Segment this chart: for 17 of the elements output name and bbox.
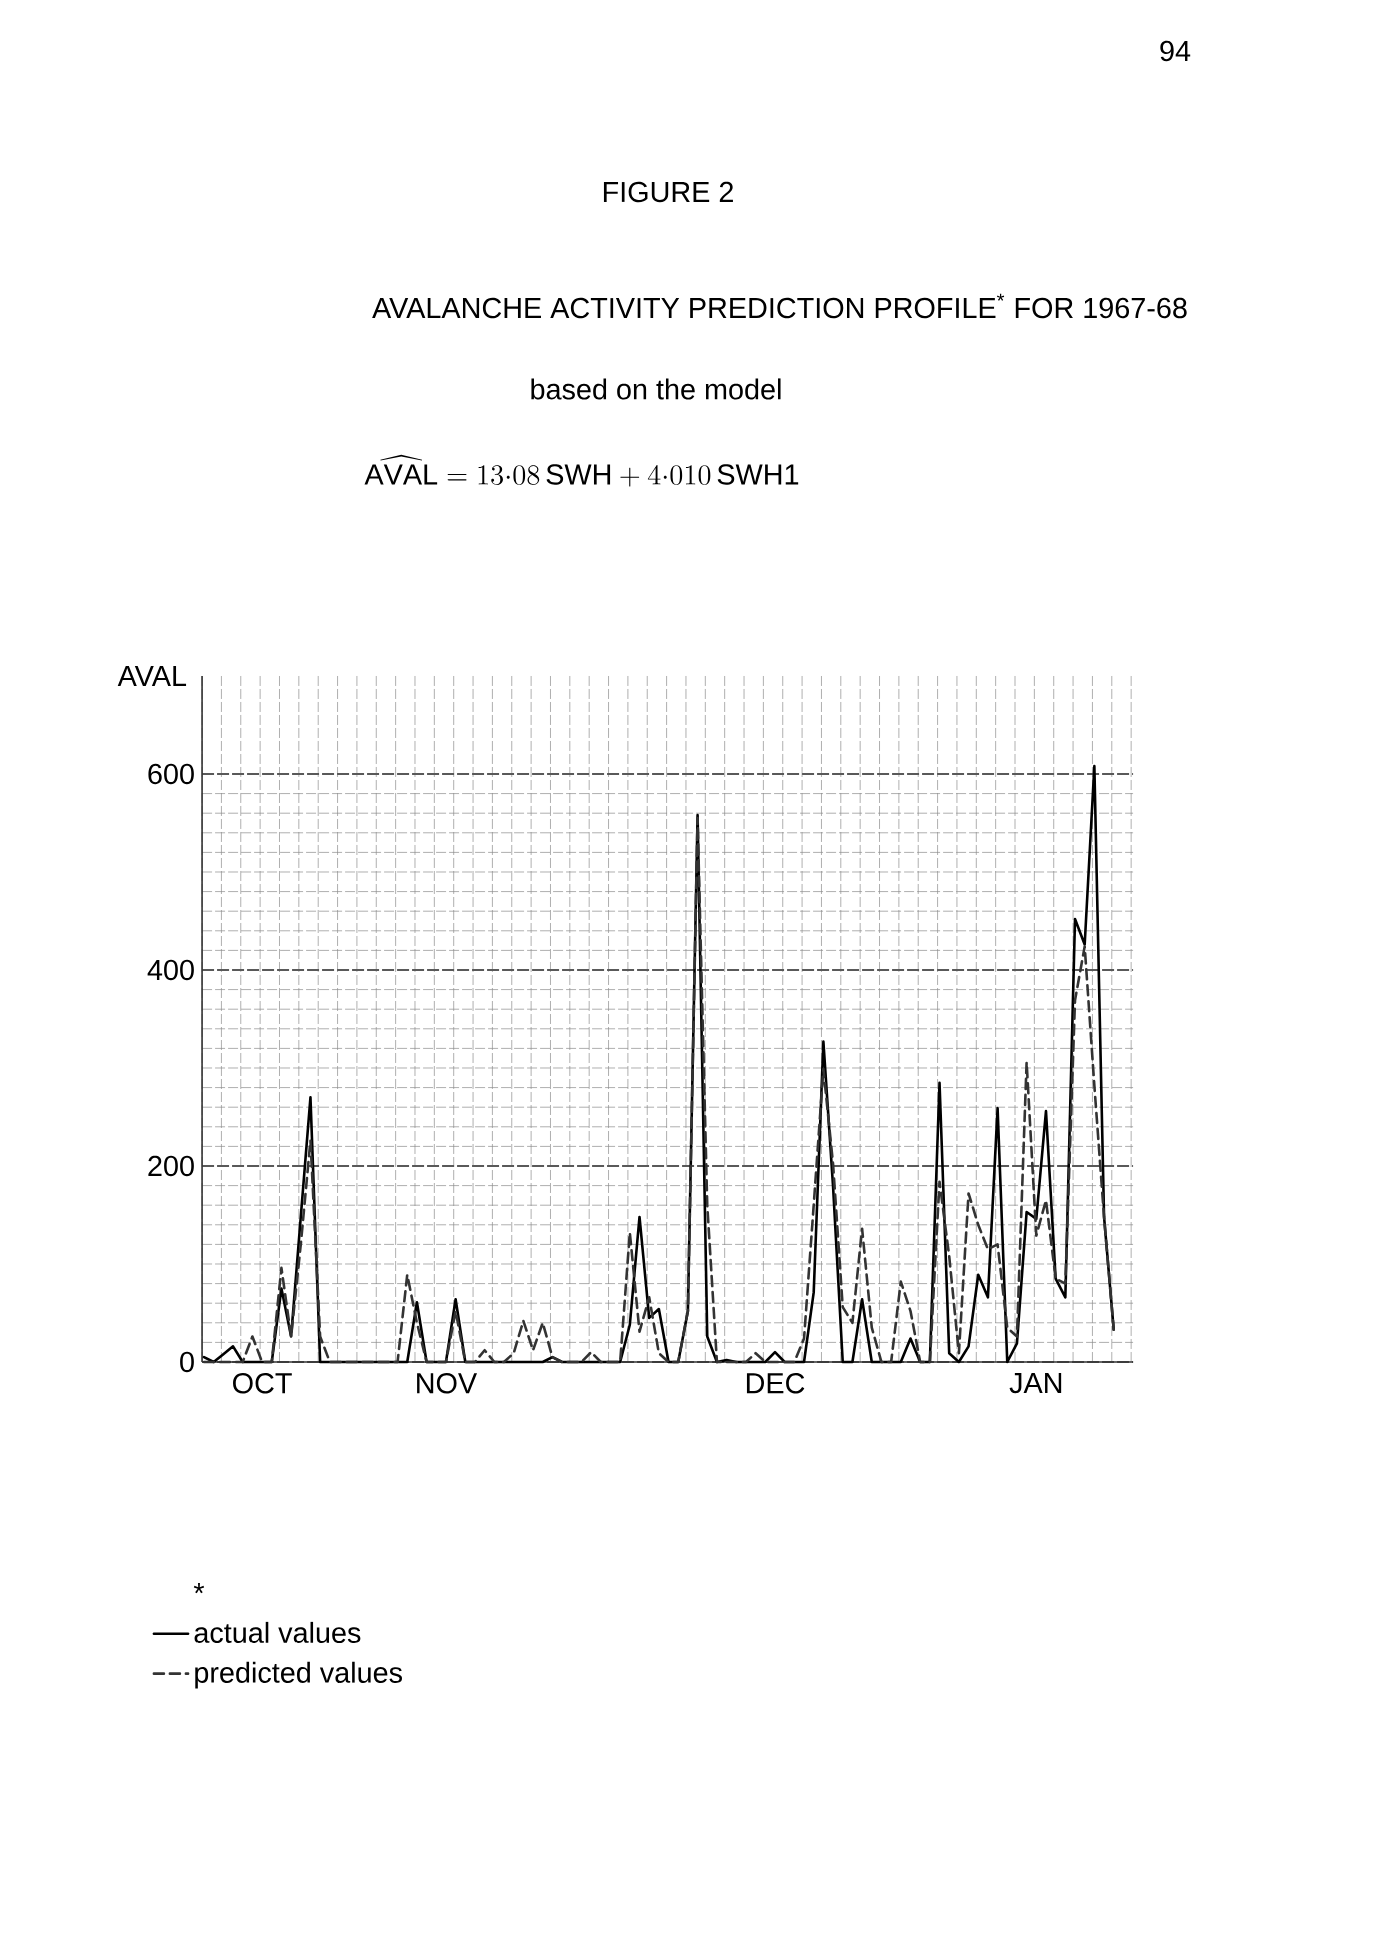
y-axis-title: AVAL bbox=[117, 666, 187, 686]
legend-label: actual values bbox=[194, 1621, 361, 1644]
x-tick-label: OCT bbox=[233, 1373, 292, 1394]
y-tick-label: 200 bbox=[148, 1155, 194, 1177]
text: based on the model bbox=[531, 378, 781, 400]
y-tick-label: 600 bbox=[148, 763, 194, 785]
x-tick-label: DEC bbox=[746, 1373, 805, 1394]
caption: FIGURE 2 bbox=[603, 181, 733, 203]
x-tick-label: JAN bbox=[1009, 1373, 1062, 1394]
legend-title: * bbox=[193, 1583, 205, 1594]
x-tick-label: NOV bbox=[417, 1373, 478, 1394]
text: $\widehat{\mathrm{AVAL}} = 13{\cdot}08\,\mathrm{SWH} + 4{\cdot}010\,\mathrm{SWH1}$ bbox=[364, 454, 799, 487]
y-tick-label: 0 bbox=[180, 1351, 194, 1373]
legend-label: predicted values bbox=[195, 1661, 402, 1689]
text: 94 bbox=[1160, 40, 1191, 62]
y-tick-label: 400 bbox=[147, 959, 194, 981]
chart-title: AVALANCHE ACTIVITY PREDICTION PROFILE$^{*}$ FOR 1967-68 bbox=[372, 293, 1187, 319]
